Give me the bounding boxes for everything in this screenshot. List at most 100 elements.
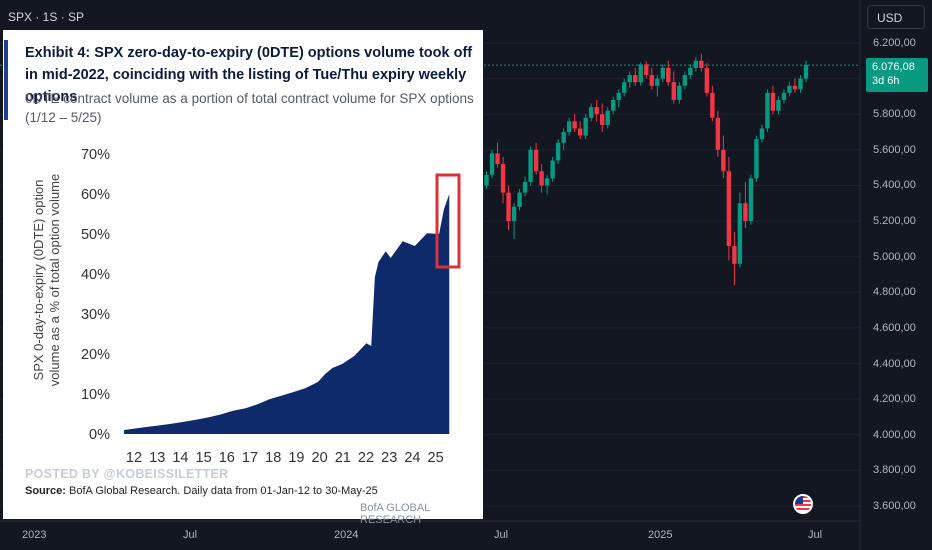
candle-body (528, 149, 533, 182)
exhibit-y-tick: 20% (81, 347, 110, 363)
price-tick-label: 4.600,00 (873, 321, 916, 334)
bar-countdown: 3d 6h (872, 75, 900, 87)
symbol-label[interactable]: SPX · 1S · SP (8, 10, 85, 24)
candle-body (511, 206, 517, 222)
exhibit-x-tick: 21 (335, 450, 351, 466)
exhibit-source-label: Source: (25, 485, 66, 497)
candle-body (732, 246, 737, 264)
price-tick-label: 5.000,00 (873, 250, 916, 263)
flag-canton (795, 496, 803, 504)
exhibit-highlight-box (435, 173, 461, 269)
currency-button[interactable]: USD (867, 5, 925, 29)
candle-body (566, 121, 572, 133)
price-tick-label: 5.200,00 (873, 215, 916, 228)
candle-body (759, 128, 765, 140)
candle-body (611, 99, 616, 111)
us-flag-icon[interactable] (793, 494, 813, 514)
candle-body (583, 117, 588, 136)
price-tick-label: 4.000,00 (873, 428, 916, 441)
exhibit-y-tick: 70% (81, 147, 110, 163)
candle-body (588, 107, 594, 118)
candle-body (770, 92, 776, 111)
candle-body (754, 139, 759, 179)
chart-header: SPX · 1S · SP (0, 0, 860, 36)
candle-body (737, 203, 743, 264)
candle-body (622, 82, 627, 93)
candle-body (693, 60, 699, 68)
exhibit-x-tick: 16 (219, 450, 235, 466)
candle-body (577, 128, 583, 136)
exhibit-x-tick: 24 (404, 450, 420, 466)
candle-body (704, 67, 710, 93)
candle-body (500, 164, 506, 193)
time-tick-label: 2024 (334, 529, 359, 541)
candle-body (495, 153, 500, 165)
candle-body (715, 117, 721, 150)
exhibit-area-chart: 0% 10% 20% 30% 40% 50% 60% 70% 12 13 14 15 16 17 18 19… (81, 147, 461, 466)
candle-body (522, 181, 528, 193)
exhibit-accent-bar (4, 40, 8, 120)
candle-body (616, 92, 621, 100)
exhibit-title: Exhibit 4: SPX zero-day-to-expiry (0DTE)… (25, 45, 473, 105)
candle-body (550, 160, 555, 179)
time-tick-label: Jul (494, 529, 509, 541)
candle-body (594, 107, 599, 115)
candle-body (544, 178, 550, 186)
exhibit-source: Source: BofA Global Research. Daily data… (25, 485, 378, 497)
candle-body (798, 78, 803, 90)
candle-body (671, 82, 677, 100)
exhibit-x-tick: 15 (196, 450, 212, 466)
price-tick-label: 4.400,00 (873, 357, 916, 370)
candle-body (649, 75, 654, 86)
candle-body (682, 75, 688, 86)
exhibit-x-tick: 18 (265, 450, 281, 466)
candle-body (781, 92, 787, 100)
candle-body (539, 171, 544, 186)
exhibit-x-tick: 17 (242, 450, 258, 466)
exhibit-y-tick: 30% (81, 307, 110, 323)
exhibit-x-tick: 23 (381, 450, 397, 466)
candle-body (743, 203, 748, 222)
candle-body (605, 110, 610, 125)
exhibit-x-tick: 19 (288, 450, 304, 466)
exhibit-y-tick: 10% (81, 387, 110, 403)
candle-body (555, 142, 561, 161)
exhibit-y-label: SPX 0-day-to-expiry (0DTE) option volume… (31, 173, 62, 387)
last-price-tag: 6.076,08 3d 6h (866, 58, 928, 92)
price-tick-label: 3.800,00 (873, 464, 916, 477)
candle-body (561, 132, 566, 143)
exhibit-x-tick: 22 (358, 450, 374, 466)
candle-body (506, 192, 511, 222)
exhibit-brand: BofA GLOBAL RESEARCH (360, 502, 430, 526)
time-tick-label: 2023 (22, 529, 47, 541)
candle-body (633, 75, 638, 83)
candle-body (638, 64, 643, 83)
candle-body (533, 149, 539, 172)
candle-body (721, 149, 726, 172)
candle-body (688, 67, 693, 76)
price-tick-label: 3.600,00 (873, 500, 916, 512)
exhibit-x-tick: 14 (172, 450, 188, 466)
exhibit-overlay: Exhibit 4: SPX zero-day-to-expiry (0DTE)… (3, 30, 483, 526)
candle-body (666, 67, 671, 83)
candle-body (655, 78, 660, 86)
candle-body (627, 75, 632, 83)
candle-body (599, 114, 605, 125)
candle-body (699, 60, 704, 68)
candle-body (803, 65, 809, 79)
candle-body (748, 178, 754, 222)
time-tick-label: Jul (808, 529, 823, 541)
price-tick-label: 4.800,00 (873, 286, 916, 299)
candle-body (572, 121, 577, 129)
price-tick-label: 5.600,00 (873, 143, 916, 156)
exhibit-y-tick: 60% (81, 187, 110, 203)
candle-body (677, 85, 682, 100)
price-tick-label: 5.400,00 (873, 179, 916, 192)
price-tick-label: 5.800,00 (873, 108, 916, 121)
exhibit-watermark: POSTED BY @KOBEISSILETTER (25, 467, 229, 481)
price-tick-label: 6.200,00 (873, 37, 916, 49)
candle-body (792, 85, 798, 90)
exhibit-y-tick: 40% (81, 267, 110, 283)
exhibit-y-tick: 0% (89, 427, 110, 443)
candle-body (660, 67, 665, 79)
